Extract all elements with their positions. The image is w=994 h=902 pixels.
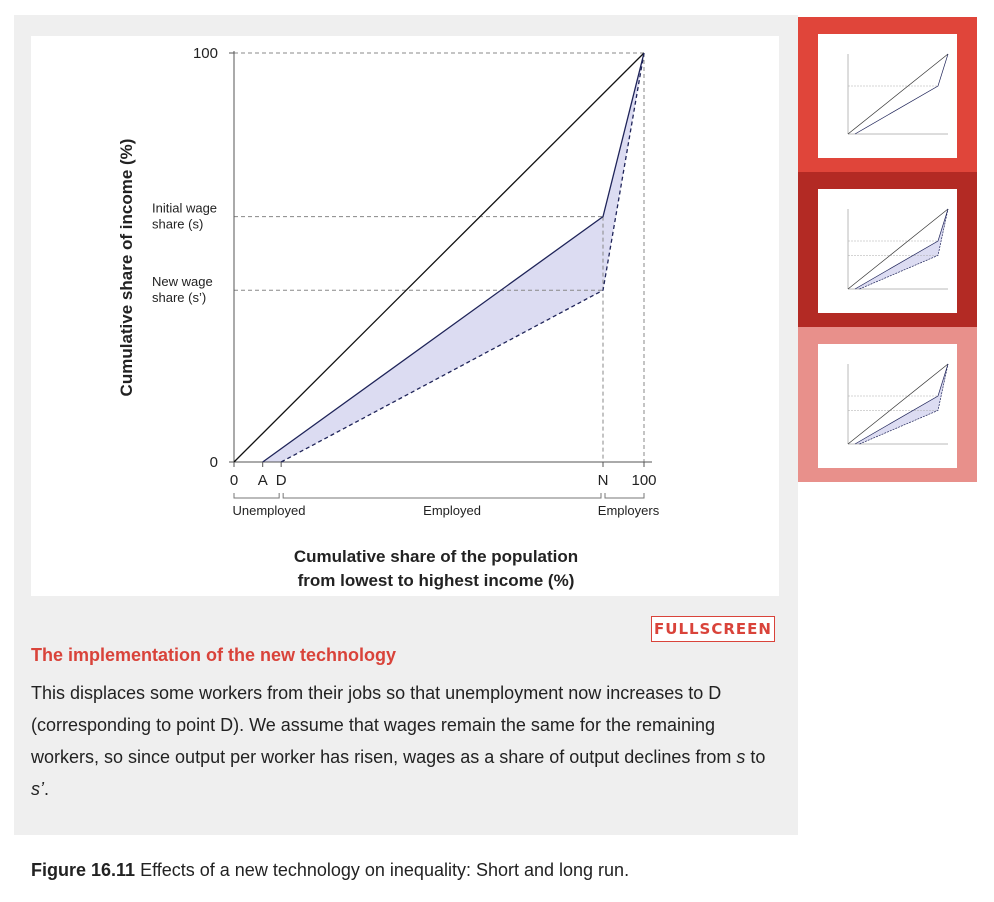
y-tick-label: 100 <box>193 45 218 62</box>
thumbnail-chart <box>847 363 949 445</box>
new-lorenz-curve <box>280 52 645 463</box>
figure-label: Figure 16.11 <box>31 860 136 880</box>
x-tick-label: 0 <box>230 472 238 489</box>
chart-area: 0 100 Initial wage share (s) New wage share (… <box>31 36 779 596</box>
x-tick-label: N <box>598 472 609 489</box>
thumb-series <box>854 363 949 445</box>
thumb-series <box>847 208 949 290</box>
x-axis-title: Cumulative share of the population <box>294 547 578 566</box>
thumb-series <box>847 363 949 445</box>
thumb-shaded-region <box>855 364 948 444</box>
wage-share-label: New wage <box>152 274 213 289</box>
thumbnail-step-3[interactable] <box>798 327 977 482</box>
thumb-series <box>854 208 949 290</box>
y-tick-label: 0 <box>210 454 218 471</box>
thumbnail-step-2[interactable] <box>798 172 977 327</box>
wage-share-label: share (s’) <box>152 290 206 305</box>
x-tick-label: A <box>258 472 268 489</box>
figure-caption: Figure 16.11 Effects of a new technology… <box>31 860 629 881</box>
thumbnail-chart <box>847 208 949 290</box>
x-group-bracket <box>604 493 645 499</box>
x-group-bracket <box>233 493 280 499</box>
x-tick-label: D <box>276 472 287 489</box>
thumb-series <box>854 53 949 135</box>
thumb-series <box>859 363 949 445</box>
x-group-label: Unemployed <box>233 503 306 518</box>
step-description: This displaces some workers from their j… <box>31 683 766 799</box>
x-group-label: Employers <box>598 503 660 518</box>
figure-caption-text: Effects of a new technology on inequalit… <box>140 860 630 880</box>
y-axis-title: Cumulative share of income (%) <box>117 139 136 397</box>
thumb-shaded-region <box>855 209 948 289</box>
thumbnail-chart <box>847 53 949 135</box>
thumbnail-step-1[interactable] <box>798 17 977 172</box>
x-group-bracket <box>282 493 602 499</box>
fullscreen-button[interactable]: FULLSCREEN <box>651 616 775 642</box>
x-axis-title: from lowest to highest income (%) <box>298 571 575 590</box>
initial-lorenz-curve <box>262 52 645 463</box>
x-tick-label: 100 <box>631 472 656 489</box>
step-title: The implementation of the new technology <box>31 645 397 665</box>
thumb-series <box>847 53 949 135</box>
wage-share-label: share (s) <box>152 217 203 232</box>
thumb-series <box>859 208 949 290</box>
shaded-region <box>262 53 644 462</box>
x-group-label: Employed <box>423 503 481 518</box>
equality-line <box>233 52 645 463</box>
wage-share-label: Initial wage <box>152 201 217 216</box>
